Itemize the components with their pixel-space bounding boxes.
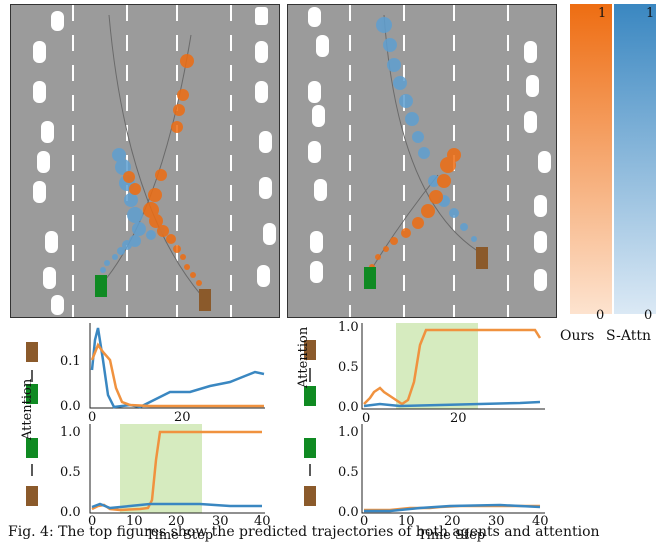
icon-green-car-3 (26, 438, 38, 458)
tr-y2: 0.5 (338, 360, 359, 375)
plot-top-right (362, 323, 545, 409)
tl-x1: 0 (88, 410, 96, 425)
tl-x2: 20 (174, 410, 191, 425)
tr-x1: 0 (362, 411, 370, 426)
icon-brown-car-3 (26, 486, 38, 506)
tl-y2: 0.1 (60, 354, 81, 369)
plot-bottom-right (362, 424, 545, 513)
br-y3: 1.0 (338, 425, 359, 440)
plot-top-left (90, 323, 265, 408)
tr-y1: 0.0 (338, 400, 359, 415)
plot-bottom-left (90, 424, 265, 513)
tl-y1: 0.0 (60, 399, 81, 414)
bl-y3: 1.0 (60, 425, 81, 440)
bl-y2: 0.5 (60, 465, 81, 480)
icon-green-car-2 (304, 386, 316, 406)
figure-caption: Fig. 4: The top figures show the predict… (8, 524, 600, 540)
br-y1: 0.0 (338, 505, 359, 520)
icon-brown-car-1 (26, 342, 38, 362)
y-axis-title-right: Attention (296, 327, 311, 388)
y-axis-title-left: Attention (20, 379, 35, 440)
tr-x2: 20 (450, 411, 467, 426)
icon-brown-car-4 (304, 486, 316, 506)
tr-y3: 1.0 (338, 320, 359, 335)
icon-green-car-4 (304, 438, 316, 458)
br-y2: 0.5 (338, 465, 359, 480)
bl-y1: 0.0 (60, 505, 81, 520)
